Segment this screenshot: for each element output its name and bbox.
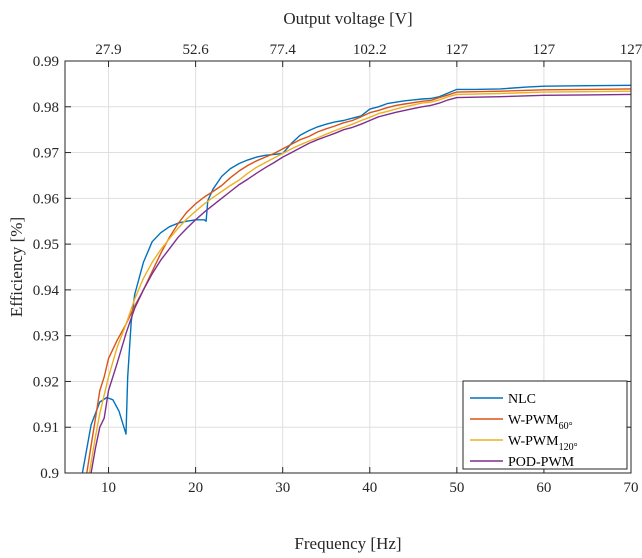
legend-label: W-PWM60° xyxy=(508,413,573,432)
legend-label-main: POD-PWM xyxy=(508,455,575,470)
y-tick-label: 0.91 xyxy=(33,420,59,436)
y-tick-label: 0.98 xyxy=(33,100,59,116)
y-axis-title: Efficiency [%] xyxy=(7,217,26,317)
y-tick-label: 0.94 xyxy=(33,283,60,299)
top-tick-label: 102.2 xyxy=(353,42,387,58)
x-tick-label: 10 xyxy=(101,480,116,496)
top-tick-label: 127 xyxy=(446,42,469,58)
legend-box xyxy=(462,380,628,470)
legend-label-subscript: 60° xyxy=(559,421,573,432)
x-tick-label: 50 xyxy=(449,480,464,496)
y-tick-label: 0.95 xyxy=(33,237,59,253)
legend-label: W-PWM120° xyxy=(508,434,578,453)
y-tick-label: 0.97 xyxy=(33,146,60,162)
axis-ticks: 10 20 30 40 50 60 70 27.9 52.6 77.4 102.2 127 127 127… xyxy=(33,42,642,496)
series-line-nlc xyxy=(81,84,631,473)
x-tick-label: 40 xyxy=(362,480,377,496)
series-lines xyxy=(81,84,631,473)
series-line-w-pwm-120- xyxy=(88,90,631,473)
legend-label: NLC xyxy=(508,392,536,407)
top-tick-label: 27.9 xyxy=(95,42,121,58)
x-tick-label: 70 xyxy=(624,480,639,496)
y-tick-label: 0.93 xyxy=(33,329,59,345)
legend-label: POD-PWM xyxy=(508,455,575,470)
y-tick-label: 0.9 xyxy=(40,466,59,482)
y-tick-label: 0.92 xyxy=(33,374,59,390)
legend-label-main: NLC xyxy=(508,392,536,407)
series-line-w-pwm-60- xyxy=(86,88,631,473)
legend-label-main: W-PWM xyxy=(508,434,559,449)
top-axis-title: Output voltage [V] xyxy=(283,9,412,28)
top-tick-label: 127 xyxy=(620,42,642,58)
x-tick-label: 30 xyxy=(275,480,290,496)
top-tick-label: 77.4 xyxy=(270,42,297,58)
x-tick-label: 20 xyxy=(188,480,203,496)
top-tick-label: 127 xyxy=(533,42,556,58)
x-tick-label: 60 xyxy=(536,480,551,496)
plot-frame xyxy=(64,60,632,474)
top-tick-label: 52.6 xyxy=(182,42,209,58)
series-line-pod-pwm xyxy=(90,93,631,473)
legend-label-main: W-PWM xyxy=(508,413,559,428)
legend-label-subscript: 120° xyxy=(559,442,578,453)
x-axis-title: Frequency [Hz] xyxy=(294,534,401,553)
y-tick-label: 0.96 xyxy=(33,191,60,207)
y-tick-label: 0.99 xyxy=(33,54,59,70)
